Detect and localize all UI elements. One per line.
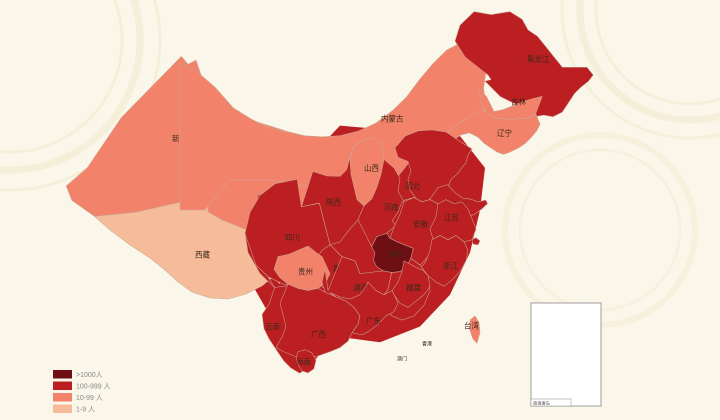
svg-text:10-99 人: 10-99 人 (76, 394, 103, 402)
svg-text:江苏: 江苏 (444, 213, 459, 223)
svg-text:云南: 云南 (265, 321, 280, 331)
svg-text:浙江: 浙江 (443, 260, 458, 270)
svg-text:广西: 广西 (311, 329, 326, 339)
svg-text:陕西: 陕西 (326, 197, 341, 207)
svg-text:香港: 香港 (422, 339, 433, 347)
svg-text:台湾: 台湾 (464, 320, 479, 330)
svg-text:安徽: 安徽 (413, 219, 428, 229)
svg-text:海南: 海南 (296, 356, 311, 366)
svg-text:澳门: 澳门 (397, 354, 407, 362)
svg-text:河北: 河北 (405, 182, 420, 191)
svg-text:河南: 河南 (384, 202, 399, 212)
svg-text:南海诸岛: 南海诸岛 (533, 400, 550, 407)
svg-text:>1000人: >1000人 (76, 371, 103, 379)
svg-text:吉林: 吉林 (511, 96, 526, 106)
svg-text:内蒙古: 内蒙古 (381, 113, 404, 123)
svg-text:贵州: 贵州 (298, 266, 313, 276)
svg-text:湖北: 湖北 (388, 249, 403, 258)
svg-text:1-9 人: 1-9 人 (76, 406, 95, 414)
svg-text:福建: 福建 (406, 282, 421, 292)
svg-text:黑龙江: 黑龙江 (527, 54, 550, 64)
svg-text:四川: 四川 (285, 233, 300, 242)
svg-text:广东: 广东 (366, 315, 381, 325)
svg-text:西藏: 西藏 (195, 250, 210, 260)
svg-text:山西: 山西 (364, 163, 379, 173)
svg-text:100-999 人: 100-999 人 (76, 383, 111, 391)
svg-text:辽宁: 辽宁 (497, 128, 512, 138)
